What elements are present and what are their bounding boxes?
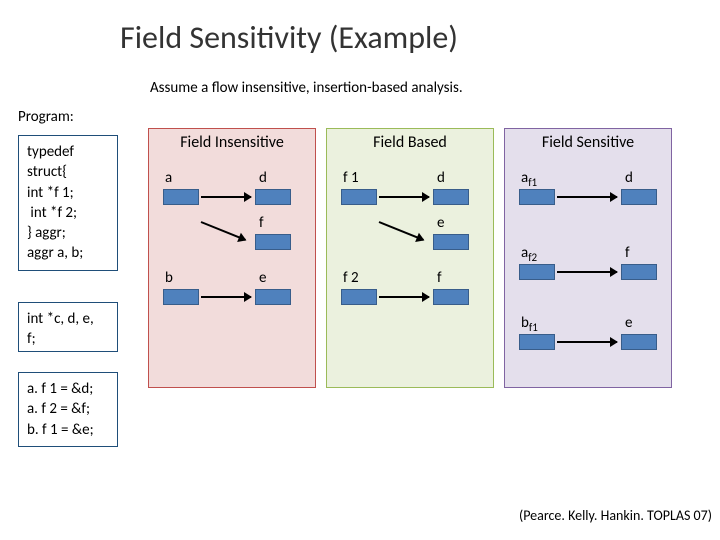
label-f-p1: f bbox=[259, 214, 264, 232]
panel-field-insensitive: Field Insensitive a d f b e bbox=[148, 128, 316, 388]
label-bf1-b: b bbox=[521, 314, 529, 332]
label-af2: af2 bbox=[521, 244, 537, 264]
node-d-p3 bbox=[621, 189, 657, 205]
label-bf1: bf1 bbox=[521, 314, 538, 334]
arrow-bf1-e bbox=[557, 341, 617, 343]
label-f2: f 2 bbox=[343, 269, 359, 287]
panel-title-3: Field Sensitive bbox=[505, 129, 671, 152]
arrow-a-d bbox=[201, 196, 251, 198]
label-af1: af1 bbox=[521, 169, 537, 189]
panel-title-2: Field Based bbox=[327, 129, 493, 152]
label-e-p2: e bbox=[437, 214, 444, 232]
node-f-p2 bbox=[433, 289, 469, 305]
node-d-p2 bbox=[433, 189, 469, 205]
node-a bbox=[163, 189, 199, 205]
label-af2-sub: f2 bbox=[528, 251, 537, 264]
node-af2 bbox=[519, 264, 555, 280]
label-af1-sub: f1 bbox=[528, 176, 537, 189]
arrow-f1-e bbox=[379, 221, 424, 241]
label-d-p2: d bbox=[437, 169, 445, 187]
label-bf1-sub: f1 bbox=[529, 321, 538, 334]
label-b: b bbox=[165, 269, 173, 287]
arrow-b-e bbox=[201, 296, 251, 298]
arrow-af1-d bbox=[557, 196, 617, 198]
arrow-f2-f bbox=[379, 296, 429, 298]
label-d-p1: d bbox=[259, 169, 267, 187]
panel-field-sensitive: Field Sensitive af1 d af2 f bf1 e bbox=[504, 128, 672, 388]
node-f-p1 bbox=[255, 234, 291, 250]
citation: (Pearce. Kelly. Hankin. TOPLAS 07) bbox=[519, 507, 712, 524]
panel-field-based: Field Based f 1 d e f 2 f bbox=[326, 128, 494, 388]
label-f-p3: f bbox=[625, 244, 630, 262]
node-e-p2 bbox=[433, 234, 469, 250]
code-block-2: int *c, d, e, f; bbox=[18, 302, 118, 352]
node-e-p3 bbox=[621, 334, 657, 350]
node-f2 bbox=[341, 289, 377, 305]
node-bf1 bbox=[519, 334, 555, 350]
slide-subtitle: Assume a flow insensitive, insertion-bas… bbox=[0, 57, 720, 97]
label-a: a bbox=[165, 169, 172, 187]
arrow-a-f bbox=[201, 221, 246, 241]
code-block-3: a. f 1 = &d; a. f 2 = &f; b. f 1 = &e; bbox=[18, 372, 118, 447]
label-f1: f 1 bbox=[343, 169, 359, 187]
label-e-p3: e bbox=[625, 314, 632, 332]
node-b bbox=[163, 289, 199, 305]
label-e-p1: e bbox=[259, 269, 266, 287]
node-af1 bbox=[519, 189, 555, 205]
node-d-p1 bbox=[255, 189, 291, 205]
node-f1 bbox=[341, 189, 377, 205]
label-d-p3: d bbox=[625, 169, 633, 187]
arrow-f1-d bbox=[379, 196, 429, 198]
node-e-p1 bbox=[255, 289, 291, 305]
program-label: Program: bbox=[18, 108, 74, 126]
arrow-af2-f bbox=[557, 271, 617, 273]
label-f-p2: f bbox=[437, 269, 442, 287]
code-block-1: typedef struct{ int *f 1; int *f 2; } ag… bbox=[18, 135, 118, 271]
node-f-p3 bbox=[621, 264, 657, 280]
slide-title: Field Sensitivity (Example) bbox=[0, 0, 720, 57]
panel-title-1: Field Insensitive bbox=[149, 129, 315, 152]
